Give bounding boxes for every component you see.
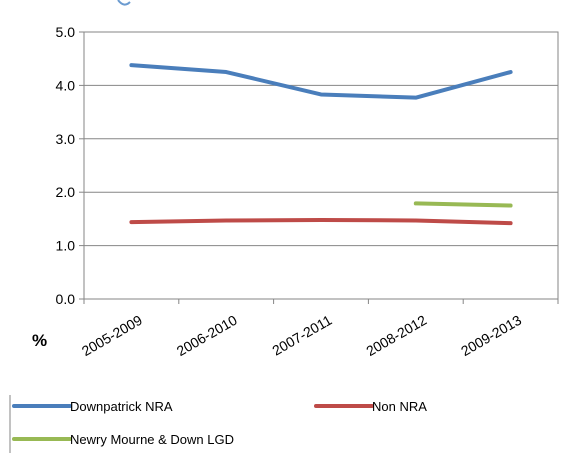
x-axis-ticks: 2005-2009 2006-2010 2007-2011 2008-2012 2009… xyxy=(79,312,524,359)
plot-area xyxy=(83,31,559,300)
series-line xyxy=(129,63,513,100)
x-tick-label: 2005-2009 xyxy=(79,312,145,359)
legend-label: Newry Mourne & Down LGD xyxy=(70,432,234,447)
y-axis-ticks: 0.0 1.0 2.0 3.0 4.0 5.0 xyxy=(56,24,76,307)
y-tick-label: 5.0 xyxy=(56,24,76,40)
y-tick-label: 2.0 xyxy=(56,184,76,200)
y-tick-label: 1.0 xyxy=(56,238,76,254)
x-tick-label: 2007-2011 xyxy=(269,312,334,359)
y-tick-label: 3.0 xyxy=(56,131,76,147)
series-lines xyxy=(129,63,513,226)
series-line xyxy=(413,201,513,208)
x-tick-label: 2006-2010 xyxy=(174,312,240,359)
header-accent-stroke xyxy=(117,0,131,6)
legend: Downpatrick NRA Non NRA Newry Mourne & Dow… xyxy=(12,399,427,447)
series-line xyxy=(129,217,513,226)
legend-label: Downpatrick NRA xyxy=(70,399,173,414)
y-tick-label: 4.0 xyxy=(56,77,76,93)
x-tick-label: 2008-2012 xyxy=(363,312,429,359)
gridlines xyxy=(79,31,559,304)
y-tick-label: 0.0 xyxy=(56,291,76,307)
x-tick-label: 2009-2013 xyxy=(458,312,524,359)
y-unit-label: % xyxy=(32,331,47,350)
legend-label: Non NRA xyxy=(372,399,427,414)
